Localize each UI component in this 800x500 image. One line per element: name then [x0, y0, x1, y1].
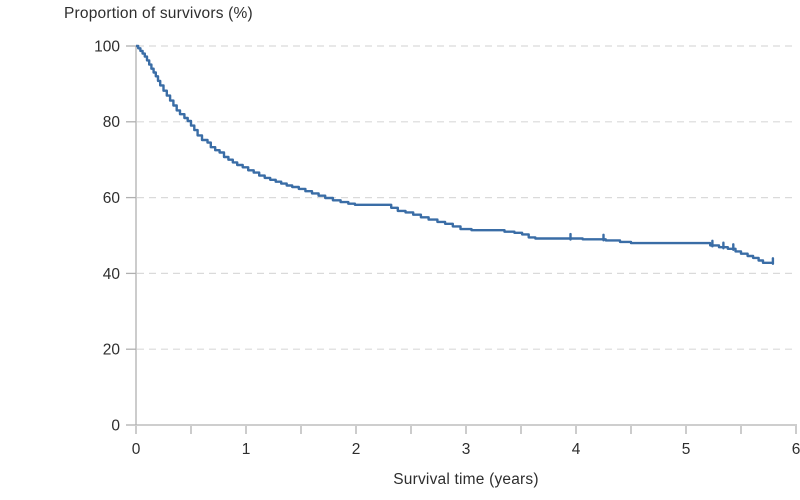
- y-axis-title: Proportion of survivors (%): [64, 5, 253, 22]
- y-tick-label: 80: [103, 114, 121, 131]
- y-tick-label: 40: [103, 266, 121, 283]
- x-tick-label: 5: [682, 441, 691, 458]
- x-tick-label: 4: [572, 441, 581, 458]
- survival-step-curve: [136, 44, 774, 264]
- x-tick-label: 3: [462, 441, 471, 458]
- x-tick-label: 1: [242, 441, 251, 458]
- x-tick-label: 0: [132, 441, 141, 458]
- x-axis-title: Survival time (years): [393, 471, 539, 488]
- y-tick-label: 60: [103, 190, 121, 207]
- y-tick-label: 100: [94, 38, 120, 55]
- x-tick-label: 2: [352, 441, 361, 458]
- x-tick-label: 6: [792, 441, 800, 458]
- y-tick-label: 0: [111, 417, 120, 434]
- y-tick-label: 20: [103, 342, 121, 359]
